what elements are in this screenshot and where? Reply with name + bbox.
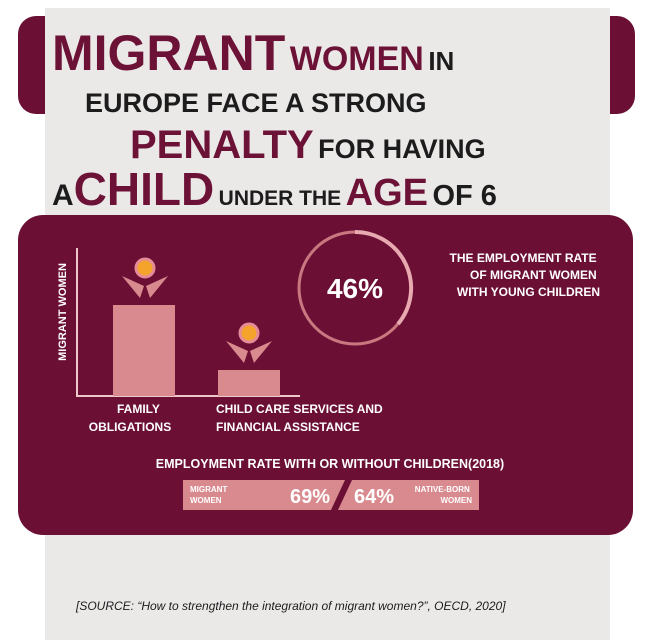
title-line: EUROPE FACE A STRONG [85, 88, 427, 118]
label-line: WOMEN [440, 496, 472, 505]
title-word: IN [428, 46, 454, 76]
caption-line: THE EMPLOYMENT RATE [450, 251, 597, 265]
title-word: CHILD [74, 163, 215, 215]
comparison-value: 64% [354, 486, 394, 508]
label-line: NATIVE-BORN [415, 485, 470, 494]
stat-arc [354, 229, 414, 326]
label-line: FINANCIAL ASSISTANCE [216, 420, 360, 434]
label-line: WOMEN [190, 496, 222, 505]
label-line: MIGRANT [190, 485, 227, 494]
title-line: ACHILD UNDER THE AGE OF 6 [52, 163, 497, 215]
label-line: FAMILY [117, 402, 160, 416]
title-word: OF 6 [432, 180, 496, 212]
divider [331, 480, 352, 510]
main-box [18, 215, 633, 535]
comparison-bar [183, 480, 479, 510]
title-word: A [52, 179, 74, 212]
title-word: FOR HAVING [318, 134, 486, 164]
bar-label: CHILD CARE SERVICES AND FINANCIAL ASSIST… [216, 402, 386, 434]
comparison-value: 69% [290, 486, 330, 508]
title-word: UNDER THE [219, 187, 342, 210]
caption-line: WITH YOUNG CHILDREN [457, 285, 600, 299]
title-word: MIGRANT [52, 25, 285, 81]
title-word: AGE [346, 172, 428, 214]
y-label: MIGRANT WOMEN [57, 263, 69, 361]
flower-icon [122, 257, 168, 298]
stat-value: 46% [327, 273, 383, 304]
title-word: PENALTY [130, 123, 314, 167]
bar [218, 370, 280, 396]
caption-line: OF MIGRANT WOMEN [470, 268, 597, 282]
source: [SOURCE: “How to strengthen the integrat… [75, 599, 506, 613]
comparison-label: NATIVE-BORN WOMEN [415, 485, 472, 505]
stat-caption: THE EMPLOYMENT RATE OF MIGRANT WOMEN WIT… [450, 251, 600, 299]
label-line: CHILD CARE SERVICES AND [216, 402, 383, 416]
bar-label: FAMILY OBLIGATIONS [89, 402, 171, 434]
flower-icon [226, 322, 272, 363]
comparison-label: MIGRANT WOMEN [190, 485, 230, 505]
comparison-title: EMPLOYMENT RATE WITH OR WITHOUT CHILDREN… [156, 457, 504, 471]
label-line: OBLIGATIONS [89, 420, 171, 434]
bar [113, 305, 175, 396]
title-line: MIGRANT WOMEN IN [52, 25, 454, 81]
title-word: WOMEN [290, 40, 424, 78]
title-line: PENALTY FOR HAVING [130, 123, 486, 167]
